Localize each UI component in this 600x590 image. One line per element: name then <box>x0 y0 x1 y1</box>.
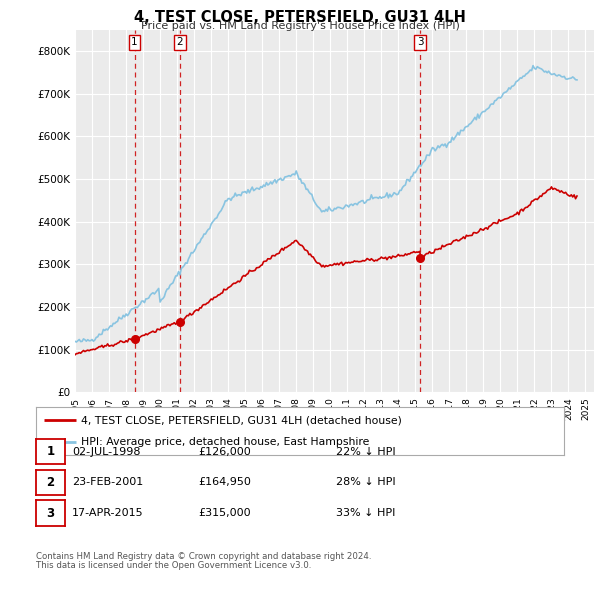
Text: 02-JUL-1998: 02-JUL-1998 <box>72 447 140 457</box>
Text: This data is licensed under the Open Government Licence v3.0.: This data is licensed under the Open Gov… <box>36 561 311 570</box>
Text: £126,000: £126,000 <box>198 447 251 457</box>
Text: Price paid vs. HM Land Registry's House Price Index (HPI): Price paid vs. HM Land Registry's House … <box>140 21 460 31</box>
Text: 23-FEB-2001: 23-FEB-2001 <box>72 477 143 487</box>
Text: 2: 2 <box>176 37 183 47</box>
Text: 17-APR-2015: 17-APR-2015 <box>72 508 143 518</box>
Text: 3: 3 <box>417 37 424 47</box>
Text: 28% ↓ HPI: 28% ↓ HPI <box>336 477 395 487</box>
Text: 4, TEST CLOSE, PETERSFIELD, GU31 4LH: 4, TEST CLOSE, PETERSFIELD, GU31 4LH <box>134 10 466 25</box>
Text: 22% ↓ HPI: 22% ↓ HPI <box>336 447 395 457</box>
Text: Contains HM Land Registry data © Crown copyright and database right 2024.: Contains HM Land Registry data © Crown c… <box>36 552 371 560</box>
Text: £164,950: £164,950 <box>198 477 251 487</box>
Text: 33% ↓ HPI: 33% ↓ HPI <box>336 508 395 518</box>
Text: £315,000: £315,000 <box>198 508 251 518</box>
Text: 4, TEST CLOSE, PETERSFIELD, GU31 4LH (detached house): 4, TEST CLOSE, PETERSFIELD, GU31 4LH (de… <box>81 415 402 425</box>
Text: 1: 1 <box>46 445 55 458</box>
Text: 1: 1 <box>131 37 138 47</box>
Text: 3: 3 <box>46 506 55 520</box>
Text: 2: 2 <box>46 476 55 489</box>
Text: HPI: Average price, detached house, East Hampshire: HPI: Average price, detached house, East… <box>81 437 369 447</box>
